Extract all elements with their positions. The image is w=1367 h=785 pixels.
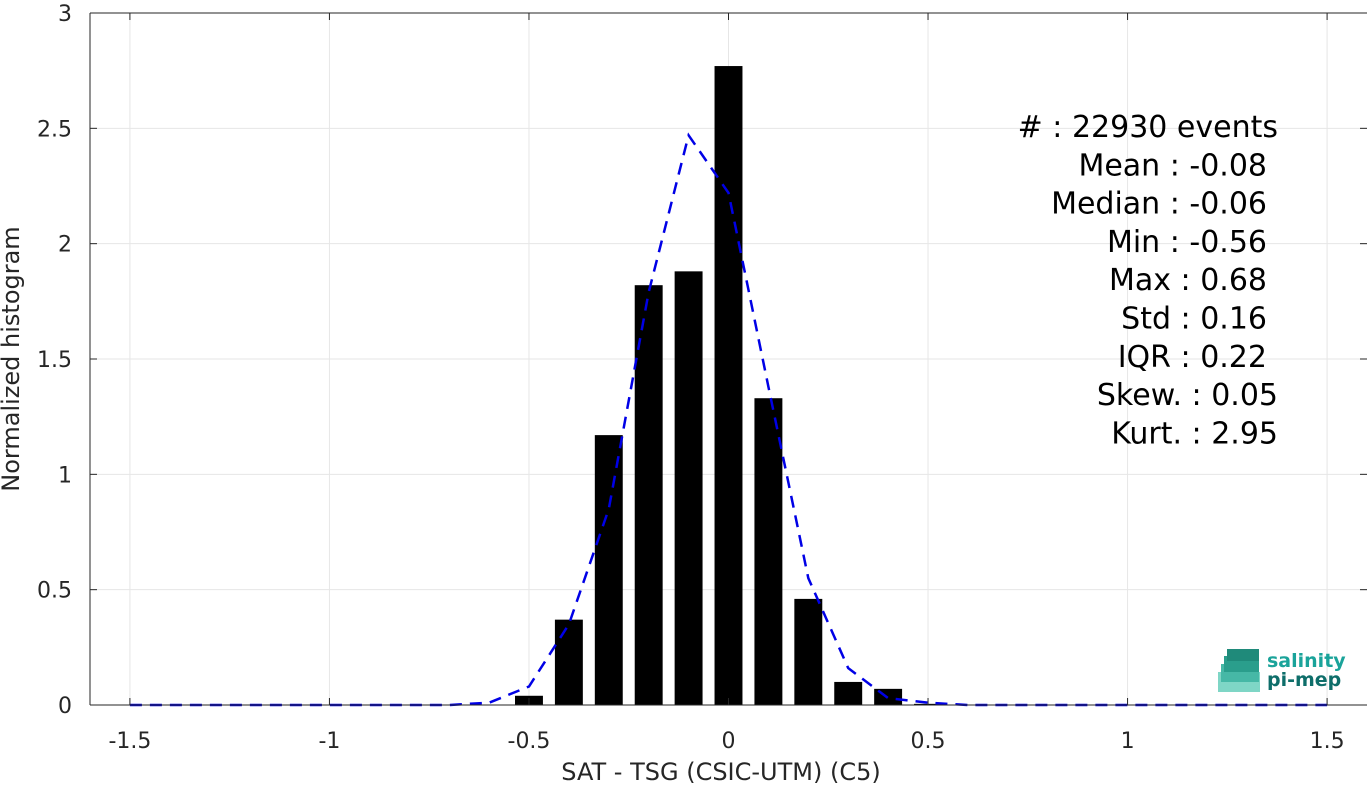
x-tick-label: 0.5	[911, 729, 946, 754]
logo-line2: pi-mep	[1267, 669, 1341, 691]
x-tick-label: -1.5	[108, 729, 151, 754]
stat-line: Median : -0.06	[1051, 187, 1267, 222]
x-tick-label: -0.5	[508, 729, 551, 754]
y-axis-label: Normalized histogram	[0, 226, 25, 491]
x-tick-label: 1	[1121, 729, 1135, 754]
histogram-bar	[714, 66, 743, 705]
stat-line: Mean : -0.08	[1078, 148, 1267, 183]
y-tick-label: 1	[58, 463, 72, 488]
histogram-bar	[674, 271, 703, 705]
fit-curve	[129, 132, 1328, 707]
y-tick-label: 3	[58, 2, 72, 27]
stat-line: # : 22930 events	[1018, 110, 1278, 145]
x-tick-label: 1.5	[1310, 729, 1345, 754]
stat-line: Max : 0.68	[1109, 263, 1267, 298]
logo-line1: salinity	[1267, 650, 1346, 672]
y-tick-label: 0	[58, 694, 72, 719]
stat-line: Std : 0.16	[1121, 302, 1267, 337]
x-tick-label: -1	[318, 729, 340, 754]
y-axis-ticks: 0 0.5 1 1.5 2 2.5 3	[37, 2, 1367, 719]
histogram-bar	[594, 435, 623, 705]
histogram-bar	[834, 681, 863, 705]
y-tick-label: 2.5	[37, 117, 72, 142]
histogram-bars	[515, 66, 942, 705]
histogram-bar	[634, 285, 663, 705]
stat-line: Kurt. : 2.95	[1111, 416, 1278, 451]
histogram-bar	[554, 619, 583, 705]
histogram-bar	[754, 398, 783, 705]
stat-line: Min : -0.56	[1107, 225, 1267, 260]
x-axis-label: SAT - TSG (CSIC-UTM) (C5)	[561, 758, 880, 785]
y-tick-label: 0.5	[37, 579, 72, 604]
y-tick-label: 1.5	[37, 348, 72, 373]
stat-line: IQR : 0.22	[1118, 340, 1267, 375]
histogram-bar	[794, 598, 823, 705]
x-axis-ticks: -1.5 -1 -0.5 0 0.5 1 1.5	[108, 13, 1345, 754]
x-tick-label: 0	[722, 729, 736, 754]
stat-line: Skew. : 0.05	[1097, 378, 1278, 413]
salinity-wave-icon	[1218, 649, 1260, 692]
y-tick-label: 2	[58, 233, 72, 258]
salinity-pi-mep-logo: salinity pi-mep	[1218, 649, 1346, 692]
